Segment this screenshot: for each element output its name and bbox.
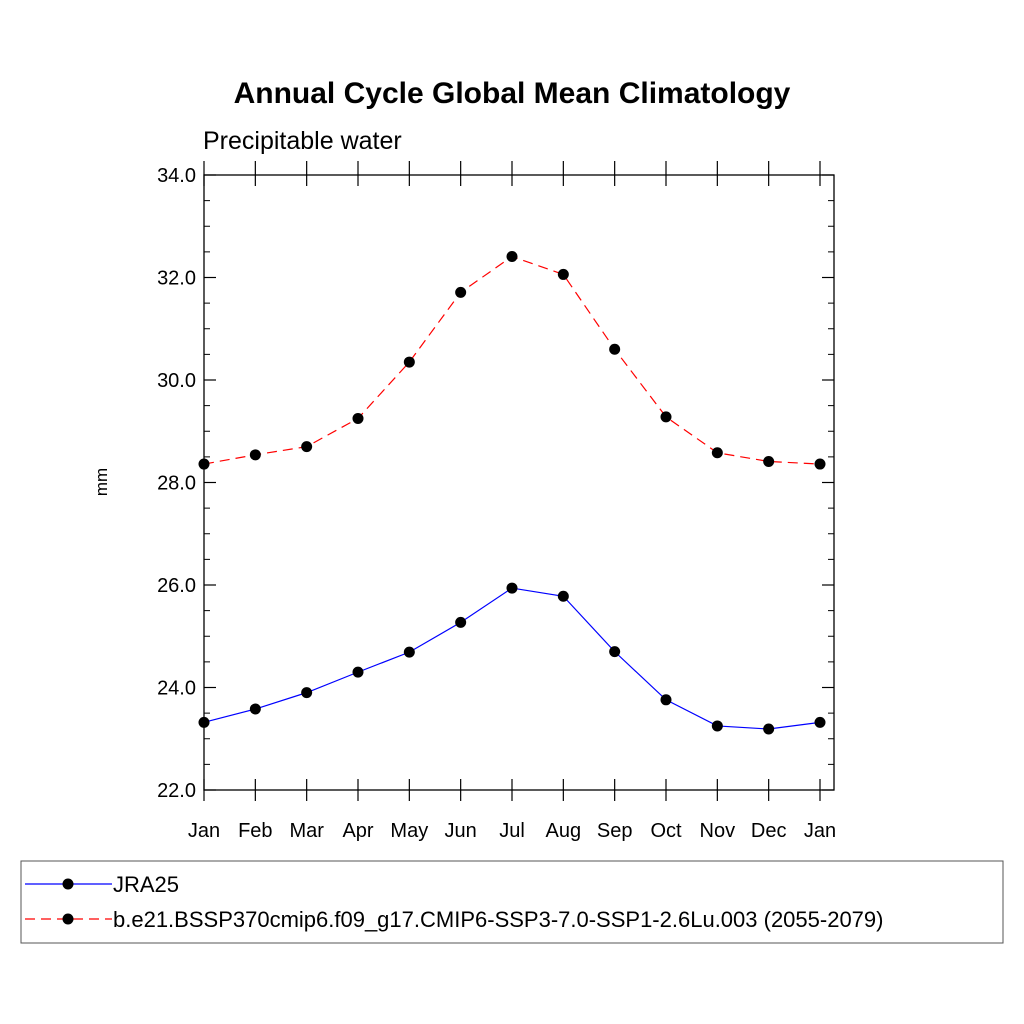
x-axis-ticks: Jan Feb Mar Apr May Jun Jul Aug Sep Oct Nov Dec Jan [188,161,836,842]
y-tick-label: 22.0 [157,780,196,802]
y-tick-label: 24.0 [157,678,196,700]
x-tick-label: Nov [700,820,736,842]
legend-marker [62,913,74,925]
data-point [609,646,621,658]
data-point [301,441,313,453]
legend-box [20,860,1004,944]
data-point [660,411,672,423]
y-tick-label: 30.0 [157,370,196,392]
data-point [763,455,775,467]
data-point [814,716,826,728]
y-minor-ticks [204,200,834,765]
chart-subtitle: Precipitable water [203,127,402,155]
data-point [506,582,518,594]
y-tick-label: 28.0 [157,473,196,495]
x-tick-label: Aug [546,820,582,842]
data-point [455,286,467,298]
y-axis-ticks: 22.0 24.0 26.0 28.0 30.0 32.0 34.0 [157,165,834,802]
chart-title: Annual Cycle Global Mean Climatology [234,77,791,110]
data-point [557,268,569,280]
data-point [763,723,775,735]
data-point [352,666,364,678]
x-tick-label: Mar [289,820,324,842]
y-tick-label: 34.0 [157,165,196,187]
x-tick-label: Dec [751,820,787,842]
series-1 [198,582,826,735]
x-tick-label: May [390,820,428,842]
data-point [711,447,723,459]
data-point [660,694,672,706]
series-line [203,255,821,465]
legend-label: JRA25 [113,872,179,897]
x-tick-label: Feb [238,820,272,842]
series-layer [198,250,826,735]
legend-label: b.e21.BSSP370cmip6.f09_g17.CMIP6-SSP3-7.… [113,907,883,932]
data-point [609,343,621,355]
data-point [814,458,826,470]
plot-frame [203,174,835,791]
data-point [506,250,518,262]
series-line [203,587,821,730]
data-point [557,590,569,602]
y-axis-label: mm [92,468,111,496]
x-tick-label: Apr [342,820,373,842]
x-tick-label: Oct [650,820,682,842]
data-point [301,687,313,699]
data-point [403,356,415,368]
y-tick-label: 26.0 [157,575,196,597]
data-point [455,616,467,628]
data-point [352,412,364,424]
legend: JRA25 b.e21.BSSP370cmip6.f09_g17.CMIP6-SS… [20,860,1004,944]
x-tick-label: Sep [597,820,633,842]
x-tick-label: Jan [804,820,836,842]
legend-marker [62,878,74,890]
data-point [249,703,261,715]
data-point [711,720,723,732]
x-tick-label: Jan [188,820,220,842]
data-point [403,646,415,658]
data-point [249,449,261,461]
x-tick-label: Jul [499,820,525,842]
series-2 [198,250,826,470]
x-tick-label: Jun [445,820,477,842]
y-tick-label: 32.0 [157,268,196,290]
